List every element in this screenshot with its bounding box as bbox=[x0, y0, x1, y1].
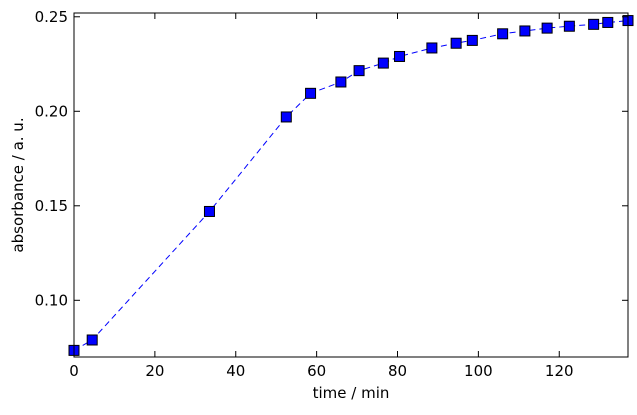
data-point bbox=[602, 16, 614, 28]
ticks-layer: 0 20 40 60 80 100 120 0.10 0.15 0.20 0.25 bbox=[35, 8, 628, 380]
x-tick-label: 0 bbox=[69, 362, 79, 380]
data-point bbox=[588, 18, 600, 30]
data-point bbox=[497, 28, 509, 40]
data-point bbox=[426, 42, 438, 54]
y-tick-label: 0.15 bbox=[35, 197, 68, 215]
data-point bbox=[203, 205, 215, 217]
data-point bbox=[519, 25, 531, 37]
y-tick-label: 0.10 bbox=[35, 291, 68, 309]
x-tick-label: 80 bbox=[388, 362, 407, 380]
data-point bbox=[541, 22, 553, 34]
series-line bbox=[73, 20, 629, 351]
data-point bbox=[86, 334, 98, 346]
x-tick-label: 40 bbox=[226, 362, 245, 380]
data-point bbox=[305, 87, 317, 99]
data-point bbox=[563, 20, 575, 32]
y-tick-label: 0.20 bbox=[35, 102, 68, 120]
data-point bbox=[394, 50, 406, 62]
data-point bbox=[377, 57, 389, 69]
data-point bbox=[466, 34, 478, 46]
data-point bbox=[280, 111, 292, 123]
marks-layer bbox=[68, 15, 634, 356]
x-tick-label: 60 bbox=[307, 362, 326, 380]
x-tick-label: 100 bbox=[464, 362, 493, 380]
y-axis-label: absorbance / a. u. bbox=[9, 117, 27, 252]
data-point bbox=[353, 65, 365, 77]
x-tick-label: 120 bbox=[545, 362, 574, 380]
x-axis-label: time / min bbox=[313, 384, 390, 402]
data-point bbox=[450, 37, 462, 49]
y-tick-label: 0.25 bbox=[35, 8, 68, 26]
data-point bbox=[335, 76, 347, 88]
x-tick-label: 20 bbox=[145, 362, 164, 380]
plot-frame bbox=[73, 12, 629, 358]
